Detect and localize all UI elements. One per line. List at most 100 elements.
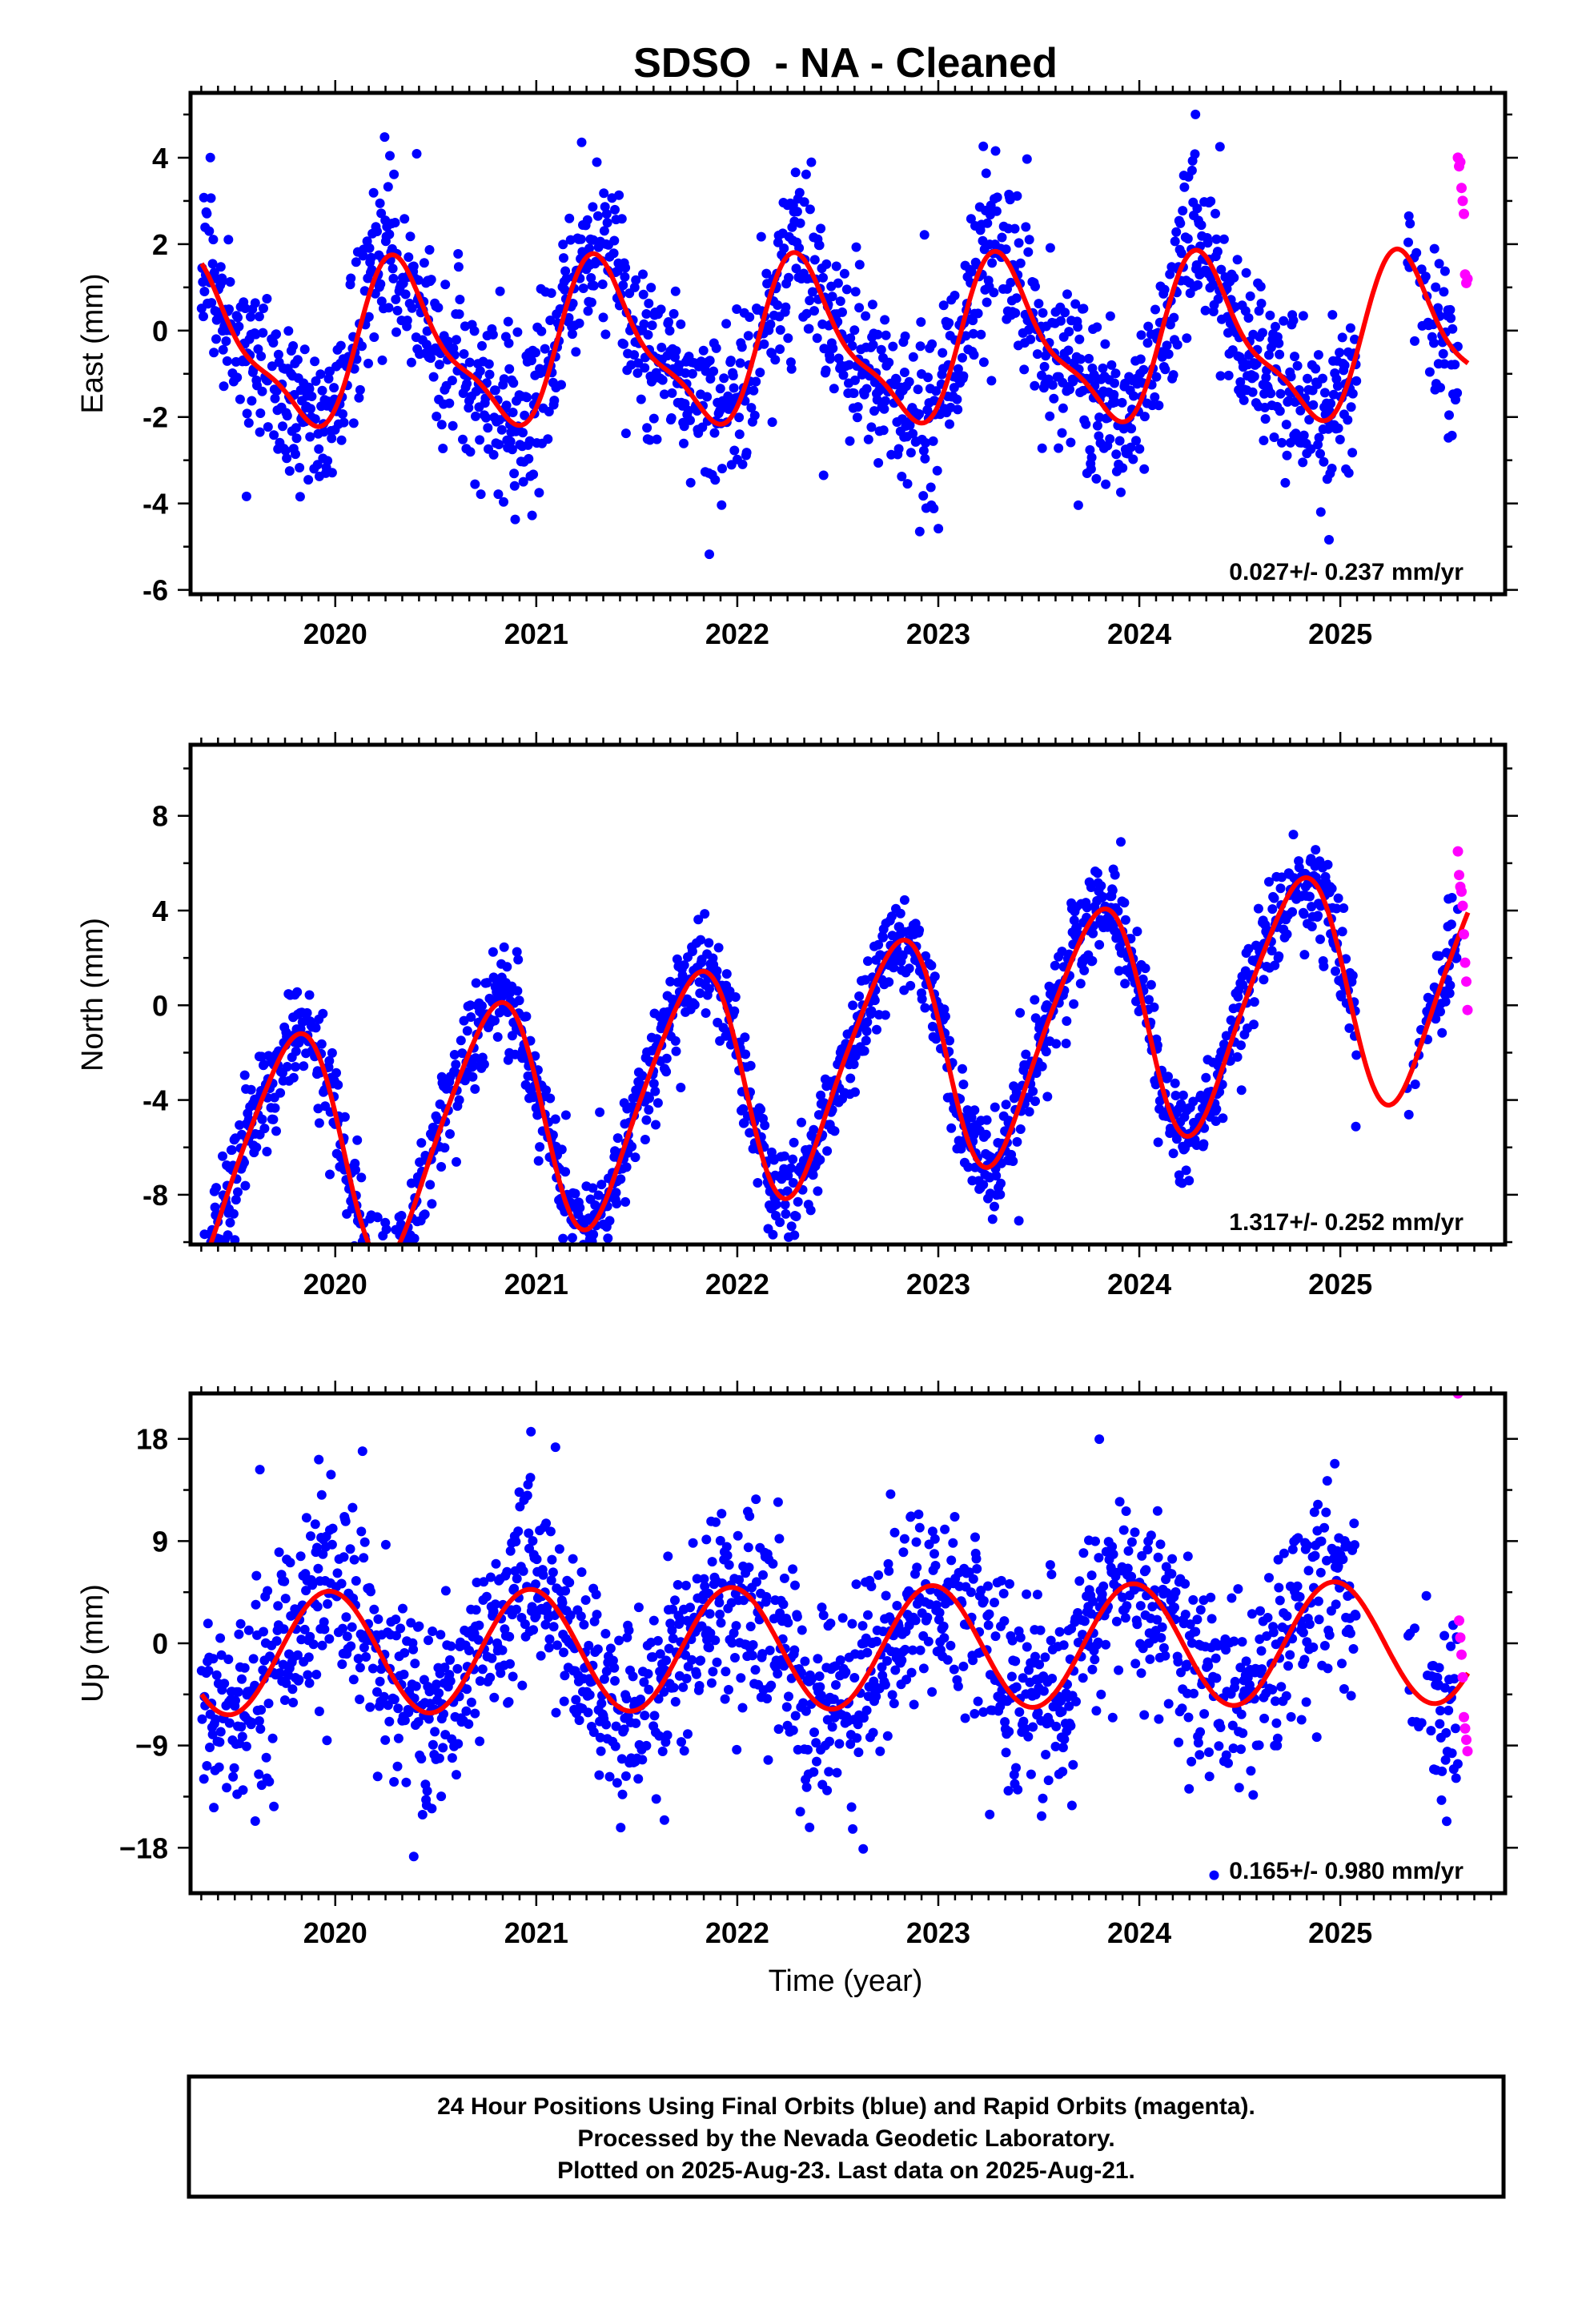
data-point bbox=[369, 1604, 379, 1614]
data-point bbox=[740, 1032, 750, 1043]
data-point bbox=[1012, 1136, 1022, 1147]
data-point bbox=[1259, 975, 1269, 985]
data-point bbox=[556, 380, 566, 390]
data-point bbox=[671, 346, 681, 356]
rapid-data-point bbox=[1454, 870, 1464, 881]
data-point bbox=[279, 1576, 290, 1586]
data-point bbox=[1285, 437, 1295, 448]
data-point bbox=[434, 1688, 444, 1699]
data-point bbox=[385, 1277, 395, 1287]
data-point bbox=[773, 1669, 783, 1679]
data-point bbox=[588, 1727, 599, 1737]
data-point bbox=[449, 1050, 460, 1059]
data-point bbox=[1211, 208, 1220, 219]
data-point bbox=[789, 1137, 799, 1148]
data-point bbox=[771, 1200, 781, 1209]
data-point bbox=[388, 273, 399, 283]
data-point bbox=[837, 307, 847, 317]
data-point bbox=[953, 364, 963, 374]
data-point bbox=[821, 365, 831, 376]
data-point bbox=[1403, 1109, 1414, 1120]
data-point bbox=[992, 192, 1002, 203]
data-point bbox=[884, 977, 894, 987]
data-point bbox=[274, 1547, 284, 1558]
data-point bbox=[656, 304, 666, 315]
data-point bbox=[445, 1655, 455, 1665]
data-point bbox=[976, 329, 986, 340]
data-point bbox=[633, 1774, 644, 1784]
data-point bbox=[853, 402, 863, 412]
data-point bbox=[246, 1084, 256, 1095]
data-point bbox=[453, 249, 464, 259]
data-point bbox=[575, 1284, 584, 1293]
data-point bbox=[773, 237, 783, 247]
data-point bbox=[560, 266, 571, 276]
data-point bbox=[701, 1534, 712, 1545]
data-point bbox=[1437, 1027, 1447, 1038]
data-point bbox=[445, 1129, 455, 1139]
data-point bbox=[827, 292, 837, 302]
data-point bbox=[880, 1010, 890, 1020]
data-point bbox=[851, 242, 861, 252]
data-point bbox=[454, 309, 464, 320]
data-point bbox=[729, 1006, 740, 1016]
data-point bbox=[775, 325, 785, 335]
data-point bbox=[211, 334, 221, 344]
data-point bbox=[304, 990, 315, 1000]
rapid-data-point bbox=[1459, 208, 1469, 219]
data-point bbox=[629, 282, 640, 292]
data-point bbox=[685, 477, 696, 488]
data-point bbox=[1030, 380, 1040, 391]
data-point bbox=[318, 1549, 328, 1559]
data-point bbox=[852, 412, 862, 423]
data-point bbox=[1111, 449, 1122, 460]
data-point bbox=[633, 1602, 644, 1613]
data-point bbox=[316, 1490, 327, 1500]
data-point bbox=[632, 368, 643, 378]
data-point bbox=[319, 1624, 330, 1634]
data-point bbox=[1444, 410, 1454, 420]
data-point bbox=[327, 433, 337, 444]
data-point bbox=[773, 1724, 784, 1735]
data-point bbox=[899, 368, 909, 377]
data-point bbox=[845, 1073, 856, 1084]
data-point bbox=[814, 240, 825, 251]
data-point bbox=[851, 1579, 861, 1590]
data-point bbox=[1255, 281, 1266, 292]
data-point bbox=[927, 339, 938, 349]
data-point bbox=[819, 344, 829, 354]
data-point bbox=[734, 1574, 745, 1585]
data-point bbox=[1057, 428, 1067, 438]
rapid-data-point bbox=[1461, 976, 1472, 987]
data-point bbox=[1337, 332, 1347, 343]
data-point bbox=[256, 351, 267, 361]
data-point bbox=[872, 1024, 881, 1035]
data-point bbox=[1290, 352, 1299, 362]
data-point bbox=[336, 1578, 347, 1589]
data-point bbox=[1440, 996, 1451, 1007]
data-point bbox=[294, 1675, 304, 1685]
data-point bbox=[522, 1490, 532, 1501]
data-point bbox=[219, 1679, 230, 1689]
data-point bbox=[1026, 334, 1036, 344]
data-point bbox=[927, 1526, 938, 1537]
data-point bbox=[1150, 392, 1160, 402]
data-point bbox=[734, 412, 745, 423]
data-point bbox=[270, 393, 280, 404]
data-point bbox=[512, 986, 523, 996]
data-point bbox=[209, 348, 219, 358]
data-point bbox=[641, 1115, 652, 1125]
data-point bbox=[602, 218, 612, 228]
data-point bbox=[234, 1629, 244, 1639]
data-point bbox=[225, 1217, 235, 1228]
data-point bbox=[365, 1702, 375, 1712]
data-point bbox=[789, 1645, 800, 1655]
data-point bbox=[1091, 473, 1102, 484]
data-point bbox=[402, 1248, 412, 1258]
data-point bbox=[730, 992, 741, 1002]
data-point bbox=[440, 1663, 450, 1673]
data-point bbox=[882, 1656, 893, 1666]
data-point bbox=[884, 1566, 894, 1576]
data-point bbox=[914, 1522, 925, 1533]
data-point bbox=[434, 360, 444, 370]
